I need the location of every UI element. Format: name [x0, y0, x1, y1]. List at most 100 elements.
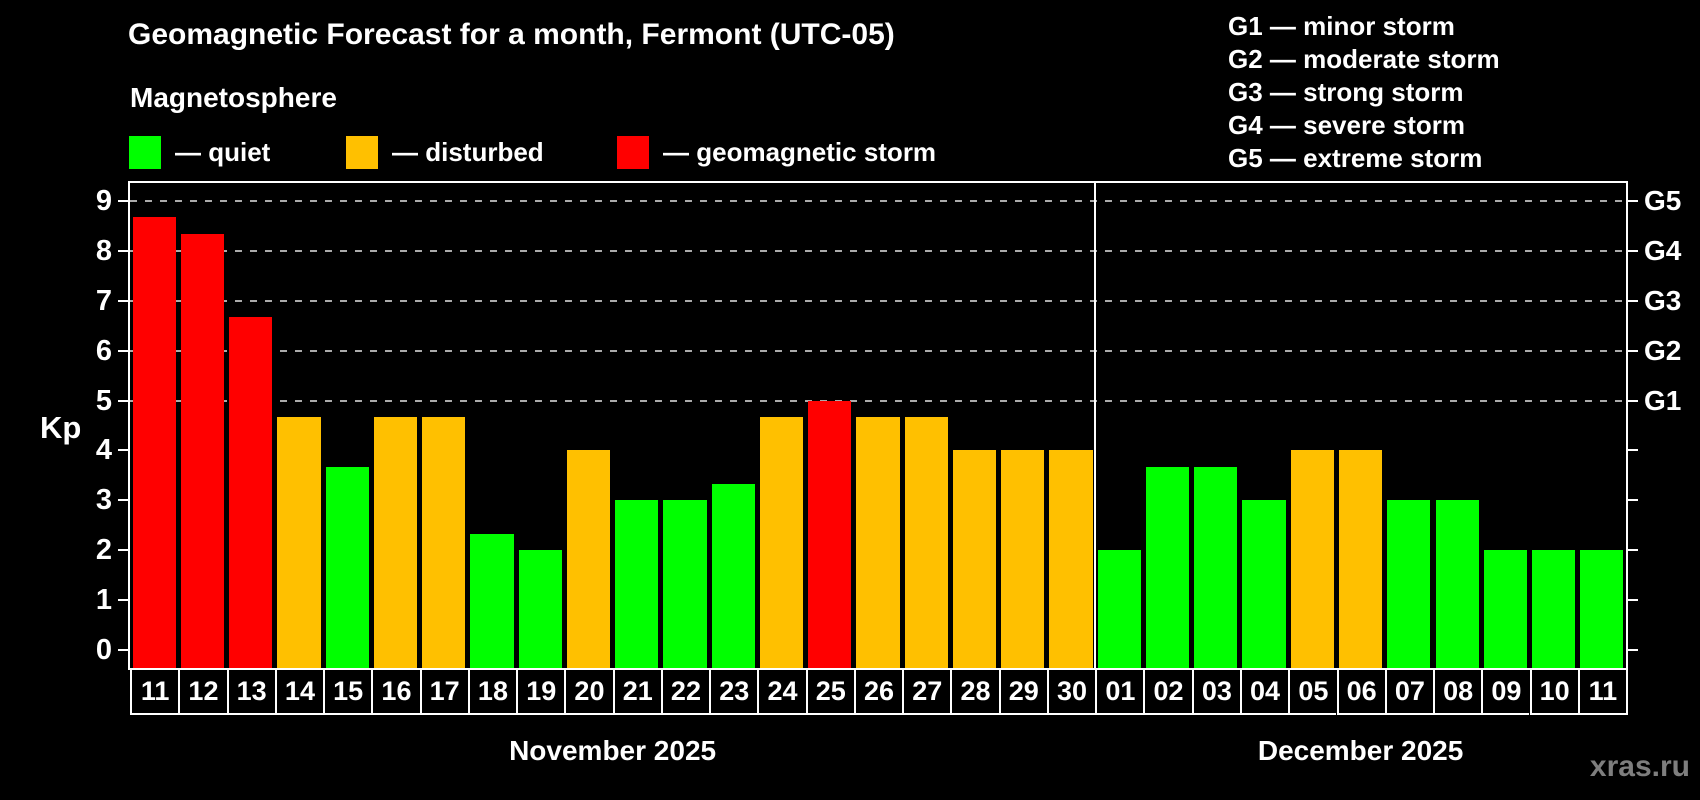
day-label-box-december-10: 10	[1529, 668, 1578, 715]
kp-bar-november-26	[856, 417, 900, 668]
y-axis-tick-left-4	[118, 449, 130, 452]
day-label-box-november-21: 21	[612, 668, 661, 715]
storm-color-swatch-icon	[617, 135, 649, 169]
y-axis-tick-left-0	[118, 649, 130, 651]
kp-bar-december-08	[1435, 500, 1479, 668]
storm-scale-g5: G5 — extreme storm	[1228, 143, 1483, 173]
y-axis-label-2: 2	[95, 534, 112, 567]
y-axis-label-0: 0	[95, 634, 112, 666]
kp-bar-november-11	[132, 217, 176, 668]
kp-bar-november-21	[615, 500, 659, 668]
day-label-box-november-18: 18	[467, 668, 517, 715]
storm-scale-g3: G3 — strong storm	[1228, 77, 1464, 107]
chart-title: Geomagnetic Forecast for a month, Fermon…	[128, 18, 895, 51]
watermark: xras.ru	[1589, 750, 1690, 783]
g-scale-label-G3: G3	[1644, 284, 1682, 316]
y-axis-label-6: 6	[95, 334, 112, 367]
g-scale-label-G5: G5	[1644, 185, 1682, 216]
kp-bar-november-19	[518, 550, 562, 668]
y-axis-tick-left-8	[118, 249, 130, 252]
day-label-box-november-29: 29	[998, 668, 1047, 715]
kp-bar-december-09	[1483, 550, 1527, 668]
day-label-box-december-09: 09	[1481, 668, 1530, 715]
y-axis-title: Kp	[40, 410, 82, 445]
y-axis-tick-right-5	[1626, 399, 1638, 402]
day-label-box-november-17: 17	[419, 668, 468, 715]
day-label-box-november-28: 28	[950, 668, 999, 715]
day-label-box-december-11: 11	[1577, 668, 1628, 715]
legend-label-storm: — geomagnetic storm	[663, 137, 937, 167]
day-label-box-december-07: 07	[1384, 668, 1433, 715]
day-label-box-november-27: 27	[902, 668, 951, 715]
storm-scale-g2: G2 — moderate storm	[1228, 44, 1500, 74]
kp-bar-november-18	[470, 533, 514, 668]
kp-bar-november-27	[904, 417, 948, 668]
storm-scale-g1: G1 — minor storm	[1228, 11, 1455, 41]
legend-item-quiet: — quiet	[129, 135, 270, 169]
day-label-box-december-08: 08	[1433, 668, 1482, 715]
y-axis-label-3: 3	[95, 484, 112, 517]
gridline-kp-5	[130, 399, 1626, 402]
day-label-box-november-11: 11	[130, 668, 179, 715]
storm-scale-legend: G1 — minor storm G2 — moderate storm G3 …	[1228, 10, 1500, 175]
y-axis-label-4: 4	[95, 434, 112, 467]
y-axis-tick-right-3	[1626, 499, 1638, 502]
day-label-box-november-14: 14	[274, 668, 324, 715]
quiet-color-swatch-icon	[129, 135, 161, 169]
plot-border-top	[128, 181, 1628, 183]
plot-border-left	[128, 181, 130, 670]
legend-label-disturbed: — disturbed	[392, 137, 544, 167]
month-label-november: November 2025	[509, 735, 717, 766]
gridline-kp-9	[130, 200, 1626, 202]
gridline-kp-6	[130, 349, 1626, 352]
day-label-box-december-01: 01	[1095, 668, 1144, 715]
y-axis-tick-right-4	[1626, 449, 1638, 452]
kp-bar-december-03	[1194, 466, 1238, 668]
kp-bar-december-06	[1339, 450, 1383, 668]
kp-bar-november-28	[952, 450, 997, 668]
day-label-box-november-23: 23	[709, 668, 758, 715]
day-label-box-december-06: 06	[1336, 668, 1385, 715]
y-axis-tick-right-2	[1626, 549, 1638, 552]
gridline-kp-7	[130, 299, 1626, 302]
legend-item-storm: — geomagnetic storm	[617, 135, 936, 169]
day-label-box-december-03: 03	[1191, 668, 1240, 715]
y-axis-tick-left-6	[118, 349, 130, 352]
y-axis-tick-right-9	[1626, 200, 1638, 202]
kp-bar-december-11	[1580, 550, 1624, 668]
day-label-box-november-19: 19	[516, 668, 565, 715]
kp-bar-december-02	[1145, 466, 1190, 668]
magnetosphere-label: Magnetosphere	[130, 82, 337, 113]
gridline-kp-8	[130, 249, 1626, 252]
g-scale-label-G1: G1	[1644, 384, 1682, 416]
kp-bar-november-20	[566, 450, 611, 668]
kp-bar-november-17	[422, 417, 466, 668]
g-scale-label-G4: G4	[1644, 234, 1682, 266]
kp-bar-december-05	[1290, 450, 1334, 668]
y-axis-tick-left-2	[118, 549, 130, 552]
kp-bar-november-29	[1001, 450, 1045, 668]
y-axis-tick-left-5	[118, 399, 130, 402]
month-label-december: December 2025	[1257, 735, 1464, 766]
y-axis-tick-right-8	[1626, 249, 1638, 252]
y-axis-label-9: 9	[95, 185, 112, 217]
day-label-box-december-02: 02	[1143, 668, 1192, 715]
kp-bar-november-24	[759, 417, 804, 668]
legend-label-quiet: — quiet	[175, 137, 271, 167]
day-label-box-november-22: 22	[660, 668, 710, 715]
y-axis-label-5: 5	[95, 384, 112, 417]
kp-bar-december-10	[1532, 550, 1576, 668]
y-axis-label-7: 7	[95, 284, 112, 317]
day-label-box-november-30: 30	[1046, 668, 1096, 715]
kp-bar-november-22	[663, 500, 707, 668]
day-label-box-november-12: 12	[178, 668, 227, 715]
y-axis-label-1: 1	[95, 584, 112, 617]
day-label-box-december-05: 05	[1288, 668, 1337, 715]
kp-bar-november-25	[808, 400, 852, 668]
plot-border-right	[1626, 181, 1628, 670]
day-label-box-december-04: 04	[1239, 668, 1289, 715]
legend-item-disturbed: — disturbed	[346, 135, 544, 169]
kp-bar-november-16	[373, 417, 418, 668]
day-label-box-november-16: 16	[371, 668, 420, 715]
